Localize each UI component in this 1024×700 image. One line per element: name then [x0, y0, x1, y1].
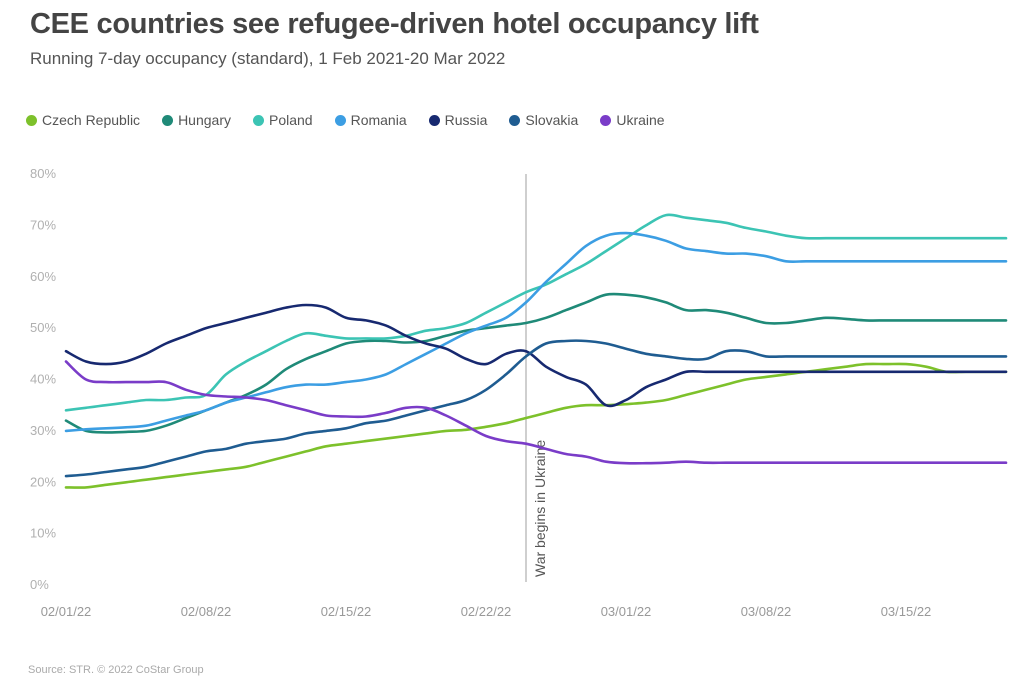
- y-tick-label: 20%: [30, 474, 56, 489]
- legend-item-poland: Poland: [252, 112, 313, 128]
- series-line-russia: [64, 303, 1008, 408]
- legend: Czech Republic Hungary Poland Romania Russia…: [26, 112, 687, 128]
- legend-item-slovakia: Slovakia: [509, 112, 578, 128]
- series-line-slovakia: [64, 339, 1008, 478]
- legend-item-russia: Russia: [428, 112, 488, 128]
- x-tick-label: 03/15/22: [881, 604, 932, 619]
- legend-label: Czech Republic: [42, 112, 141, 128]
- legend-item-hungary: Hungary: [162, 112, 231, 128]
- source-note: Source: STR. © 2022 CoStar Group: [28, 664, 204, 676]
- legend-label: Hungary: [178, 112, 231, 128]
- war-annotation-label: War begins in Ukraine: [532, 440, 548, 577]
- chart-subtitle: Running 7-day occupancy (standard), 1 Fe…: [30, 49, 506, 68]
- x-tick-label: 02/15/22: [321, 604, 372, 619]
- legend-label: Romania: [350, 112, 407, 128]
- y-tick-label: 70%: [30, 217, 56, 232]
- y-tick-label: 0%: [30, 577, 49, 592]
- series-line-poland: [64, 213, 1008, 412]
- legend-label: Ukraine: [616, 112, 665, 128]
- legend-swatch: [162, 114, 174, 126]
- x-tick-label: 02/22/22: [461, 604, 512, 619]
- legend-item-ukraine: Ukraine: [600, 112, 665, 128]
- series-line-ukraine: [64, 360, 1008, 465]
- y-tick-label: 60%: [30, 269, 56, 284]
- x-tick-label: 03/01/22: [601, 604, 652, 619]
- legend-label: Poland: [268, 112, 313, 128]
- legend-label: Slovakia: [525, 112, 579, 128]
- legend-label: Russia: [444, 112, 488, 128]
- legend-item-romania: Romania: [334, 112, 407, 128]
- y-tick-label: 30%: [30, 423, 56, 438]
- y-tick-label: 80%: [30, 166, 56, 181]
- legend-swatch: [600, 114, 612, 126]
- legend-swatch: [428, 114, 440, 126]
- x-tick-label: 02/08/22: [181, 604, 232, 619]
- y-tick-label: 50%: [30, 320, 56, 335]
- legend-swatch: [509, 114, 521, 126]
- series-line-romania: [64, 231, 1008, 433]
- series-line-czech-republic: [64, 362, 1008, 489]
- legend-swatch: [26, 114, 37, 126]
- x-tick-label: 03/08/22: [741, 604, 792, 619]
- legend-swatch: [252, 114, 264, 126]
- y-tick-label: 10%: [30, 526, 56, 541]
- y-tick-label: 40%: [30, 372, 56, 387]
- legend-swatch: [334, 114, 346, 126]
- chart-title: CEE countries see refugee-driven hotel o…: [30, 8, 759, 40]
- x-tick-label: 02/01/22: [41, 604, 92, 619]
- legend-item-czech-republic: Czech Republic: [26, 112, 140, 128]
